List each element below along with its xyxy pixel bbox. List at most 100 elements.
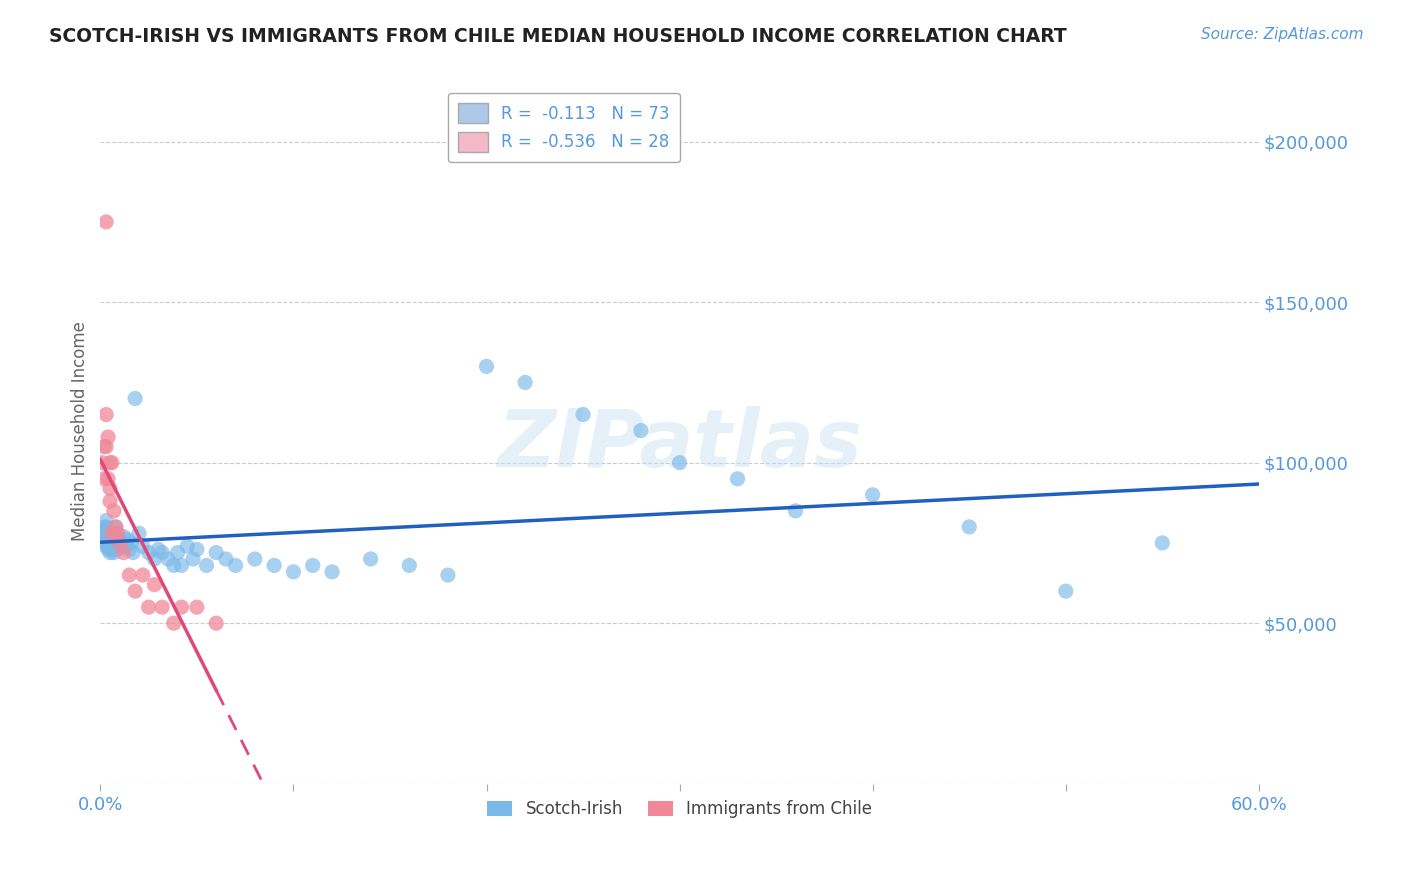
Point	[957, 520, 980, 534]
Point	[98, 526, 121, 541]
Point	[138, 600, 160, 615]
Point	[132, 568, 155, 582]
Point	[93, 472, 115, 486]
Point	[668, 456, 690, 470]
Point	[263, 558, 285, 573]
Point	[93, 523, 115, 537]
Point	[124, 392, 146, 406]
Point	[727, 472, 749, 486]
Legend: Scotch-Irish, Immigrants from Chile: Scotch-Irish, Immigrants from Chile	[481, 794, 879, 825]
Point	[1054, 584, 1077, 599]
Point	[98, 533, 121, 547]
Point	[120, 536, 142, 550]
Point	[97, 472, 120, 486]
Point	[148, 542, 170, 557]
Point	[143, 552, 166, 566]
Point	[186, 542, 208, 557]
Point	[243, 552, 266, 566]
Point	[150, 545, 173, 559]
Point	[103, 504, 125, 518]
Point	[104, 520, 127, 534]
Point	[360, 552, 382, 566]
Point	[122, 545, 145, 559]
Point	[186, 600, 208, 615]
Point	[138, 545, 160, 559]
Point	[94, 440, 117, 454]
Point	[117, 533, 139, 547]
Y-axis label: Median Household Income: Median Household Income	[72, 320, 89, 541]
Point	[108, 536, 131, 550]
Point	[225, 558, 247, 573]
Point	[97, 542, 120, 557]
Point	[112, 529, 135, 543]
Point	[170, 600, 193, 615]
Point	[97, 536, 120, 550]
Point	[93, 520, 115, 534]
Point	[132, 539, 155, 553]
Point	[437, 568, 460, 582]
Point	[98, 494, 121, 508]
Point	[195, 558, 218, 573]
Point	[108, 533, 131, 547]
Point	[98, 456, 121, 470]
Point	[163, 616, 186, 631]
Point	[97, 430, 120, 444]
Point	[181, 552, 204, 566]
Point	[103, 545, 125, 559]
Text: Source: ZipAtlas.com: Source: ZipAtlas.com	[1201, 27, 1364, 42]
Point	[91, 456, 114, 470]
Point	[862, 488, 884, 502]
Point	[103, 533, 125, 547]
Point	[108, 539, 131, 553]
Text: ZIPatlas: ZIPatlas	[498, 406, 862, 483]
Point	[156, 552, 179, 566]
Point	[118, 568, 141, 582]
Point	[101, 526, 124, 541]
Point	[283, 565, 305, 579]
Point	[163, 558, 186, 573]
Point	[104, 520, 127, 534]
Point	[94, 408, 117, 422]
Point	[143, 577, 166, 591]
Point	[91, 533, 114, 547]
Point	[205, 616, 228, 631]
Point	[475, 359, 498, 374]
Point	[97, 526, 120, 541]
Point	[112, 545, 135, 559]
Point	[118, 542, 141, 557]
Point	[572, 408, 595, 422]
Point	[93, 440, 115, 454]
Point	[101, 529, 124, 543]
Point	[107, 536, 129, 550]
Point	[98, 482, 121, 496]
Point	[98, 539, 121, 553]
Point	[98, 545, 121, 559]
Point	[97, 533, 120, 547]
Point	[170, 558, 193, 573]
Point	[101, 536, 124, 550]
Point	[785, 504, 807, 518]
Point	[93, 536, 115, 550]
Point	[103, 539, 125, 553]
Point	[101, 456, 124, 470]
Point	[124, 584, 146, 599]
Point	[150, 600, 173, 615]
Point	[301, 558, 323, 573]
Point	[94, 529, 117, 543]
Point	[513, 376, 536, 390]
Point	[1152, 536, 1174, 550]
Point	[107, 526, 129, 541]
Point	[110, 536, 132, 550]
Point	[114, 539, 136, 553]
Point	[94, 513, 117, 527]
Point	[94, 539, 117, 553]
Point	[104, 526, 127, 541]
Point	[107, 542, 129, 557]
Point	[94, 215, 117, 229]
Point	[101, 542, 124, 557]
Point	[398, 558, 420, 573]
Point	[176, 539, 198, 553]
Point	[128, 526, 150, 541]
Point	[91, 526, 114, 541]
Text: SCOTCH-IRISH VS IMMIGRANTS FROM CHILE MEDIAN HOUSEHOLD INCOME CORRELATION CHART: SCOTCH-IRISH VS IMMIGRANTS FROM CHILE ME…	[49, 27, 1067, 45]
